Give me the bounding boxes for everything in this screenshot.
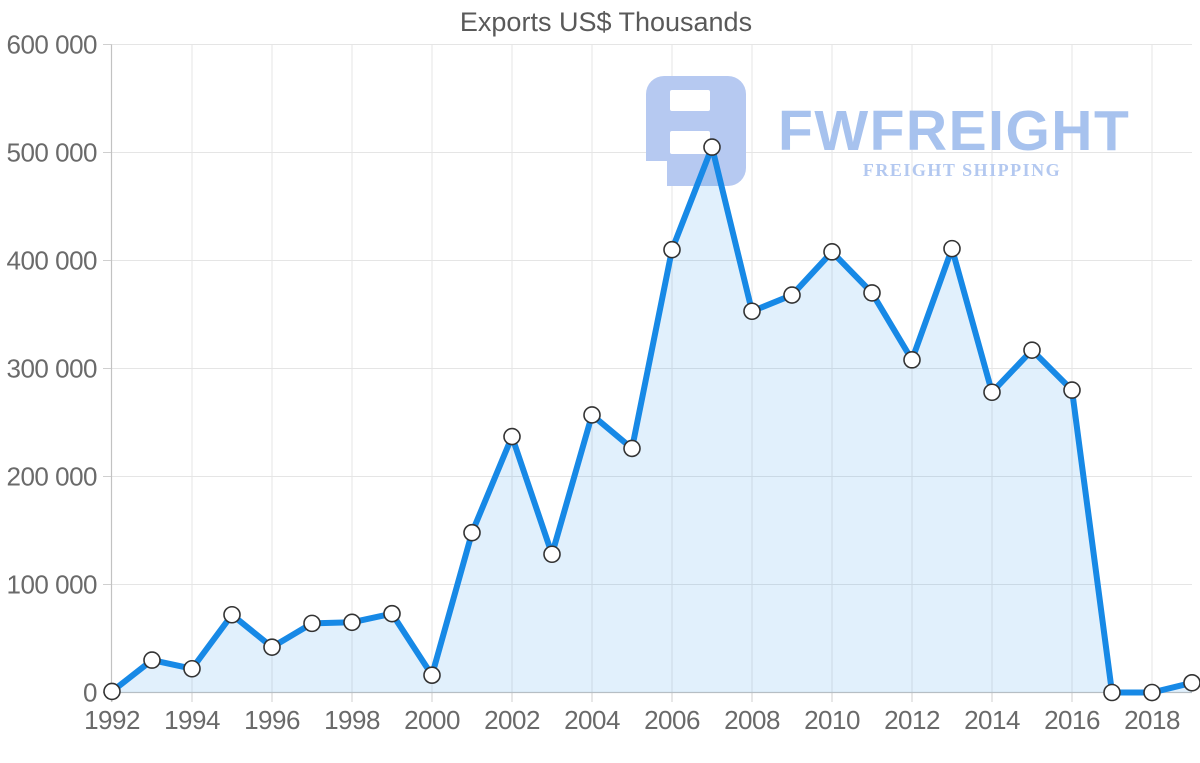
data-point-1998[interactable] <box>343 613 361 632</box>
x-tick-label-1992: 1992 <box>84 705 140 735</box>
x-tick-label-2008: 2008 <box>724 705 780 735</box>
x-tick-label-1998: 1998 <box>324 705 380 735</box>
x-tick-label-2018: 2018 <box>1124 705 1180 735</box>
x-tick-label-2014: 2014 <box>964 705 1020 735</box>
logo-icon-notch-middle <box>670 131 710 154</box>
x-tick-label-1996: 1996 <box>244 705 300 735</box>
x-tick-label-2002: 2002 <box>484 705 540 735</box>
data-point-2017[interactable] <box>1103 683 1121 702</box>
data-point-1997[interactable] <box>303 614 321 633</box>
data-point-2000[interactable] <box>423 666 441 685</box>
y-tick-label-500000: 500 000 <box>7 138 98 168</box>
x-tick-label-1994: 1994 <box>164 705 220 735</box>
data-point-1994[interactable] <box>183 659 201 678</box>
data-point-2013[interactable] <box>943 239 961 258</box>
data-point-1993[interactable] <box>143 651 161 669</box>
watermark-tagline-text: FREIGHT SHIPPING <box>863 160 1061 180</box>
data-point-2005[interactable] <box>623 439 641 458</box>
data-point-2001[interactable] <box>463 523 481 542</box>
y-tick-label-200000: 200 000 <box>7 462 98 492</box>
watermark: FWFREIGHT FREIGHT SHIPPING <box>645 76 1130 187</box>
chart-title: Exports US$ Thousands <box>460 7 752 37</box>
data-point-2009[interactable] <box>783 286 801 304</box>
fwfreight-logo-icon <box>645 76 746 187</box>
data-point-2002[interactable] <box>503 427 521 446</box>
logo-icon-corner-cut <box>645 161 667 187</box>
logo-icon-notch-top <box>670 90 710 111</box>
data-point-2006[interactable] <box>663 240 681 259</box>
data-points <box>103 138 1200 702</box>
data-point-2008[interactable] <box>743 302 761 321</box>
data-point-1999[interactable] <box>383 604 401 623</box>
data-point-2015[interactable] <box>1023 341 1041 359</box>
y-tick-label-600000: 600 000 <box>7 30 98 60</box>
data-point-2012[interactable] <box>903 351 921 369</box>
axis-tick-labels: 0 100 000 200 000 300 000 400 000 500 000 600 … <box>7 30 1181 736</box>
x-tick-label-2000: 2000 <box>404 705 460 735</box>
data-point-2019[interactable] <box>1183 673 1200 692</box>
data-point-2011[interactable] <box>863 284 881 302</box>
data-point-1996[interactable] <box>263 638 281 656</box>
series-line <box>109 144 1195 696</box>
data-point-2010[interactable] <box>823 243 841 261</box>
data-point-2003[interactable] <box>543 545 561 564</box>
x-tick-label-2006: 2006 <box>644 705 700 735</box>
x-tick-label-2012: 2012 <box>884 705 940 735</box>
axes <box>103 44 1192 702</box>
data-series <box>109 144 1195 696</box>
data-point-2018[interactable] <box>1143 683 1161 702</box>
series-area-fill <box>112 147 1192 693</box>
data-point-2014[interactable] <box>983 383 1001 402</box>
x-tick-label-2004: 2004 <box>564 705 620 735</box>
x-tick-label-2010: 2010 <box>804 705 860 735</box>
y-tick-label-0: 0 <box>83 678 97 708</box>
y-tick-label-400000: 400 000 <box>7 246 98 276</box>
y-tick-label-100000: 100 000 <box>7 570 98 600</box>
data-point-1992[interactable] <box>103 682 121 701</box>
watermark-brand-text: FWFREIGHT <box>778 99 1130 163</box>
x-tick-label-2016: 2016 <box>1044 705 1100 735</box>
y-tick-label-300000: 300 000 <box>7 354 98 384</box>
data-point-2004[interactable] <box>583 406 601 424</box>
data-point-2016[interactable] <box>1063 381 1081 399</box>
data-point-1995[interactable] <box>223 605 241 624</box>
data-point-2007[interactable] <box>703 138 721 156</box>
